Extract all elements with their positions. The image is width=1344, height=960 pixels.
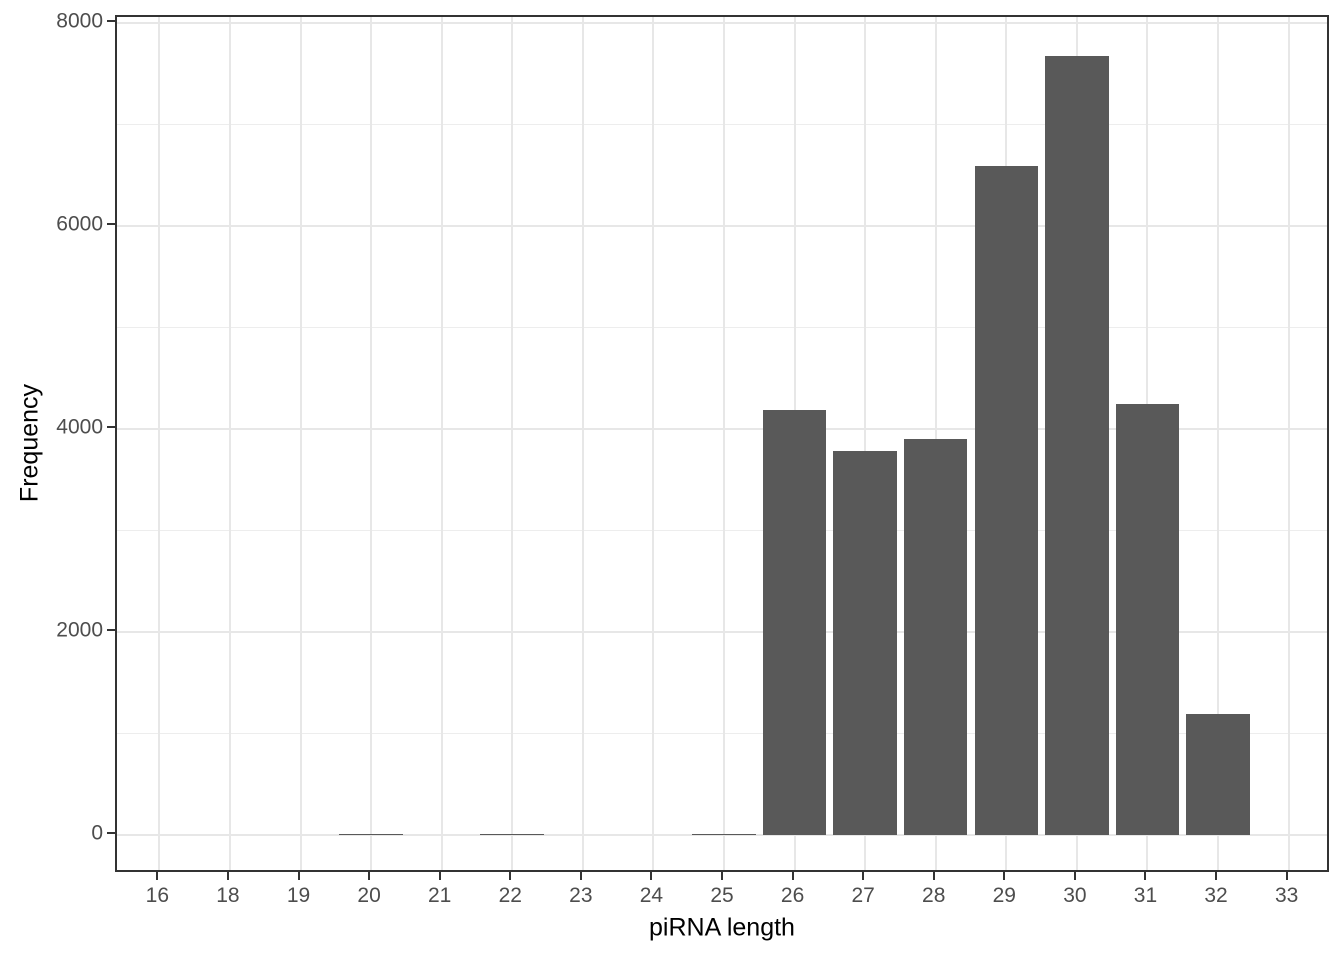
- x-tick-mark: [791, 872, 794, 880]
- x-tick-label: 30: [1063, 884, 1087, 907]
- histogram-bar: [692, 833, 756, 836]
- y-tick-label: 8000: [56, 9, 103, 33]
- x-tick-label: 25: [710, 884, 734, 907]
- y-tick-label: 4000: [56, 415, 103, 439]
- x-tick-label: 31: [1133, 884, 1158, 907]
- y-tick-label: 2000: [56, 618, 103, 642]
- gridline-minor-horizontal: [117, 530, 1327, 532]
- y-tick-mark: [107, 832, 115, 835]
- x-tick-label: 16: [145, 884, 170, 907]
- x-tick-mark: [297, 872, 300, 880]
- x-tick-label: 23: [569, 884, 593, 907]
- x-tick-label: 18: [216, 884, 240, 907]
- y-axis-title: Frequency: [15, 383, 44, 503]
- y-tick-label: 0: [91, 821, 103, 845]
- plot-panel: [115, 15, 1329, 872]
- x-tick-mark: [368, 872, 371, 880]
- gridline-major-horizontal: [117, 631, 1327, 634]
- gridline-major-vertical: [299, 17, 302, 870]
- gridline-major-vertical: [864, 17, 867, 870]
- gridline-major-vertical: [1287, 17, 1290, 870]
- x-tick-mark: [226, 872, 229, 880]
- x-tick-mark: [721, 872, 723, 880]
- x-tick-label: 20: [357, 884, 381, 907]
- x-tick-label: 26: [780, 884, 805, 907]
- x-tick-mark: [156, 872, 159, 880]
- x-tick-label: 27: [851, 884, 875, 907]
- gridline-minor-horizontal: [117, 124, 1327, 126]
- histogram-bar: [1186, 714, 1250, 836]
- x-tick-label: 24: [639, 884, 664, 907]
- x-tick-label: 29: [992, 884, 1016, 907]
- histogram-bar: [974, 165, 1039, 836]
- histogram-bar: [903, 439, 968, 836]
- gridline-major-horizontal: [117, 22, 1327, 25]
- y-tick-mark: [107, 223, 115, 226]
- histogram-bar: [1045, 55, 1109, 836]
- x-axis-title: piRNA length: [649, 913, 795, 942]
- gridline-major-horizontal: [117, 225, 1327, 228]
- y-tick-mark: [107, 629, 115, 632]
- x-tick-label: 33: [1274, 884, 1299, 907]
- histogram-bar: [833, 450, 897, 836]
- x-tick-mark: [1073, 872, 1076, 880]
- gridline-major-vertical: [652, 17, 655, 870]
- x-tick-label: 21: [427, 884, 452, 907]
- gridline-major-vertical: [440, 17, 443, 870]
- histogram-bar: [1115, 403, 1180, 836]
- histogram-bar: [762, 409, 827, 836]
- gridline-major-vertical: [723, 17, 725, 870]
- histogram-bar: [339, 833, 403, 836]
- x-tick-mark: [1003, 872, 1006, 880]
- gridline-major-vertical: [370, 17, 373, 870]
- x-tick-mark: [438, 872, 441, 880]
- gridline-major-vertical: [158, 17, 161, 870]
- x-tick-mark: [1215, 872, 1218, 880]
- x-tick-label: 22: [498, 884, 522, 907]
- gridline-minor-horizontal: [117, 733, 1327, 735]
- y-tick-mark: [107, 426, 115, 429]
- x-tick-label: 28: [922, 884, 946, 907]
- gridline-major-vertical: [511, 17, 514, 870]
- x-tick-mark: [579, 872, 582, 880]
- gridline-major-horizontal: [117, 428, 1327, 431]
- x-tick-label: 19: [286, 884, 311, 907]
- x-tick-mark: [1144, 872, 1147, 880]
- gridline-major-vertical: [228, 17, 231, 870]
- histogram-bar: [480, 833, 544, 836]
- x-tick-mark: [509, 872, 512, 880]
- x-tick-label: 32: [1204, 884, 1228, 907]
- y-tick-mark: [107, 20, 115, 23]
- x-tick-mark: [650, 872, 653, 880]
- x-tick-mark: [932, 872, 935, 880]
- x-tick-mark: [1285, 872, 1288, 880]
- gridline-major-horizontal: [117, 834, 1327, 837]
- gridline-major-vertical: [581, 17, 584, 870]
- gridline-major-vertical: [1217, 17, 1220, 870]
- x-tick-mark: [862, 872, 865, 880]
- y-tick-label: 6000: [56, 212, 103, 236]
- gridline-minor-horizontal: [117, 327, 1327, 329]
